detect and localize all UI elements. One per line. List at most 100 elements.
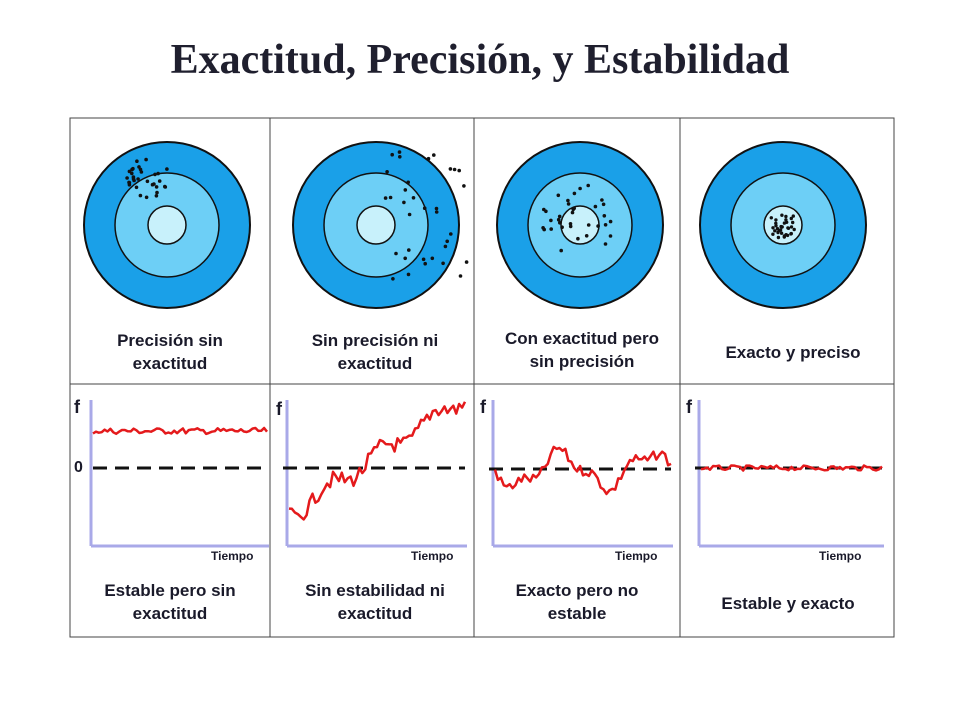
targets-row: [83, 141, 867, 309]
shot-dot: [403, 256, 408, 261]
shot-dot: [556, 217, 561, 222]
shot-dot: [791, 220, 795, 225]
shot-dot: [773, 229, 777, 233]
shot-dot: [786, 226, 791, 230]
plot-caption-2: Sin estabilidad ni exactitud: [305, 581, 445, 623]
shot-dot: [774, 218, 778, 222]
plot1-y-label: f: [74, 397, 80, 417]
shot-dot: [576, 236, 580, 241]
plot1-zero-label: 0: [74, 459, 83, 476]
shot-dot: [779, 224, 783, 229]
shot-dot: [784, 214, 788, 219]
target-4: [699, 141, 867, 309]
plot2-x-label: Tiempo: [411, 549, 454, 563]
shot-dot: [464, 260, 469, 264]
signal-trace: [92, 426, 268, 436]
target-caption-2: Sin precisión ni exactitud: [311, 331, 439, 373]
shot-dot: [458, 274, 463, 278]
shot-dot: [421, 257, 426, 262]
shot-dot: [394, 251, 398, 256]
shot-dot: [131, 177, 136, 181]
shot-dot: [407, 212, 412, 217]
shot-dot: [130, 171, 134, 176]
plot4-y-label: f: [686, 397, 692, 417]
plot2-y-label: f: [276, 399, 282, 419]
shot-dot: [390, 152, 395, 157]
plot-2: [283, 400, 467, 548]
shot-dot: [136, 177, 140, 181]
outer-frame: [69, 117, 895, 638]
shot-dots: [125, 150, 796, 281]
plot4-x-label: Tiempo: [819, 549, 862, 563]
plot-caption-3: Exacto pero no estable: [515, 581, 639, 623]
shot-dot: [441, 261, 445, 266]
shot-dot: [388, 195, 393, 200]
shot-dot: [586, 223, 591, 227]
shot-dot: [383, 196, 388, 200]
plots-row: [89, 400, 884, 548]
target-bullseye: [147, 205, 187, 245]
shot-dot: [430, 256, 435, 261]
shot-dot: [432, 153, 436, 157]
shot-dot: [789, 225, 794, 229]
shot-dot: [137, 165, 141, 169]
shot-dot: [157, 179, 162, 183]
shot-dot: [769, 216, 773, 220]
signal-trace: [493, 445, 672, 496]
shot-dot: [559, 248, 563, 253]
shot-dot: [134, 185, 139, 190]
target-bullseye: [356, 205, 396, 245]
target-caption-4: Exacto y preciso: [725, 343, 861, 362]
shot-dot: [558, 221, 562, 225]
shot-dot: [542, 207, 546, 212]
shot-dot: [600, 198, 604, 202]
shot-dot: [155, 190, 159, 195]
shot-dot: [792, 227, 796, 232]
shot-dot: [127, 169, 132, 174]
shot-dot: [566, 202, 571, 206]
shot-dot: [144, 157, 148, 162]
shot-dot: [572, 191, 577, 196]
shot-dot: [457, 168, 462, 173]
shot-dot: [778, 228, 783, 232]
shot-dot: [403, 188, 408, 192]
shot-dot: [593, 204, 598, 209]
panel-frame: [69, 117, 895, 638]
shot-dot: [603, 242, 608, 246]
shot-dot: [560, 225, 564, 229]
shot-dot: [771, 232, 775, 236]
shot-dot: [153, 172, 157, 177]
shot-dot: [586, 183, 590, 188]
shot-dot: [549, 218, 553, 223]
target-caption-1: Precisión sin exactitud: [117, 331, 223, 373]
shot-dot: [125, 176, 129, 180]
plot-caption-4: Estable y exacto: [721, 594, 855, 613]
shot-dot: [608, 234, 613, 238]
shot-dot: [782, 234, 787, 238]
shot-dot: [779, 231, 784, 235]
shot-dot: [568, 224, 573, 229]
shot-dot: [407, 248, 411, 252]
shot-dot: [602, 214, 607, 218]
shot-dot: [434, 210, 439, 214]
plot-3: [489, 400, 673, 548]
shot-dot: [443, 244, 448, 249]
shot-dot: [406, 272, 411, 277]
shot-dot: [423, 261, 428, 266]
shot-dot: [462, 184, 466, 188]
shot-dot: [452, 167, 457, 172]
shot-dot: [556, 193, 561, 198]
plot-caption-1: Estable pero sin exactitud: [104, 581, 236, 623]
shot-dot: [776, 235, 781, 240]
shot-dot: [791, 214, 795, 218]
shot-dot: [127, 181, 132, 185]
shot-dot: [138, 193, 143, 198]
shot-dot: [163, 185, 168, 189]
shot-dot: [608, 219, 613, 224]
shot-dot: [789, 216, 793, 221]
target-1: [83, 141, 251, 309]
target-caption-3: Con exactitud pero sin precisión: [505, 329, 659, 371]
shot-dot: [771, 226, 775, 230]
shot-dot: [603, 223, 608, 227]
